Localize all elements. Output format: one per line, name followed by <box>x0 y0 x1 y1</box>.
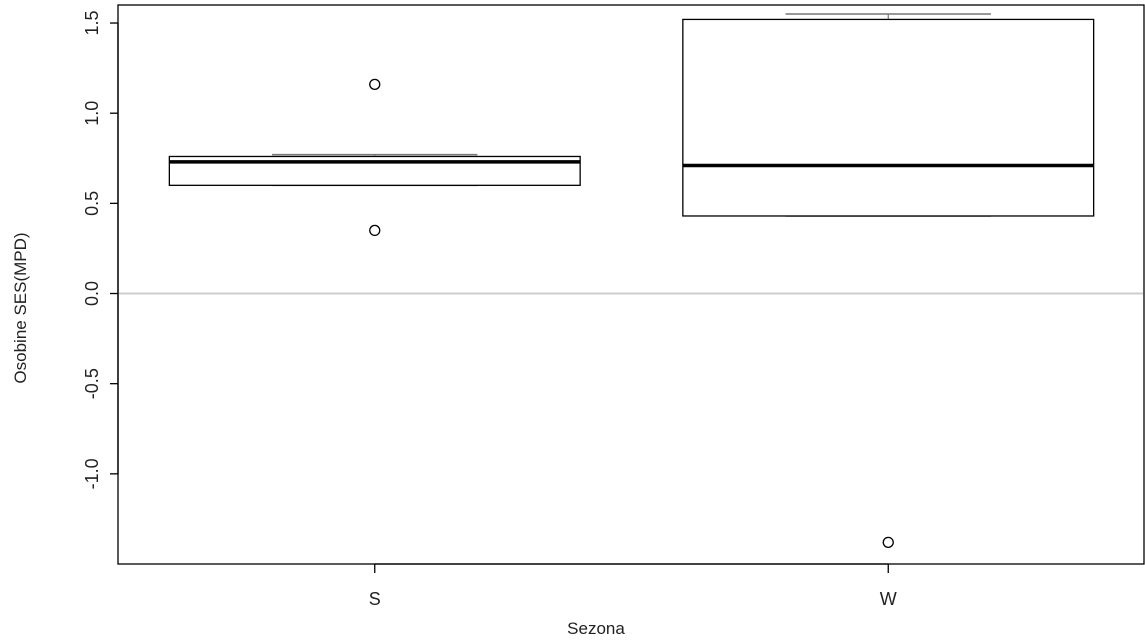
y-axis-title: Osobine SES(MPD) <box>11 232 30 383</box>
plot-area <box>117 4 1145 565</box>
outlier-s-1 <box>369 78 381 90</box>
box-group-w <box>682 13 1095 549</box>
y-tick-label: 1.5 <box>82 11 102 36</box>
outlier-s-2 <box>369 224 381 237</box>
y-tick-label: 1.0 <box>82 101 102 126</box>
y-tick-label: 0.0 <box>82 281 102 306</box>
x-tick-label-w: W <box>880 589 897 609</box>
y-tick-label: 0.5 <box>82 191 102 216</box>
y-axis: -1.0 -0.5 0.0 0.5 1.0 1.5 <box>82 11 119 489</box>
outlier-w-1 <box>882 536 894 549</box>
box-w <box>682 18 1095 217</box>
x-tick-label-s: S <box>369 589 381 609</box>
x-axis-title: Sezona <box>567 619 625 638</box>
box-group-s <box>168 78 581 237</box>
y-tick-label: -1.0 <box>82 458 102 489</box>
y-tick-label: -0.5 <box>82 368 102 399</box>
